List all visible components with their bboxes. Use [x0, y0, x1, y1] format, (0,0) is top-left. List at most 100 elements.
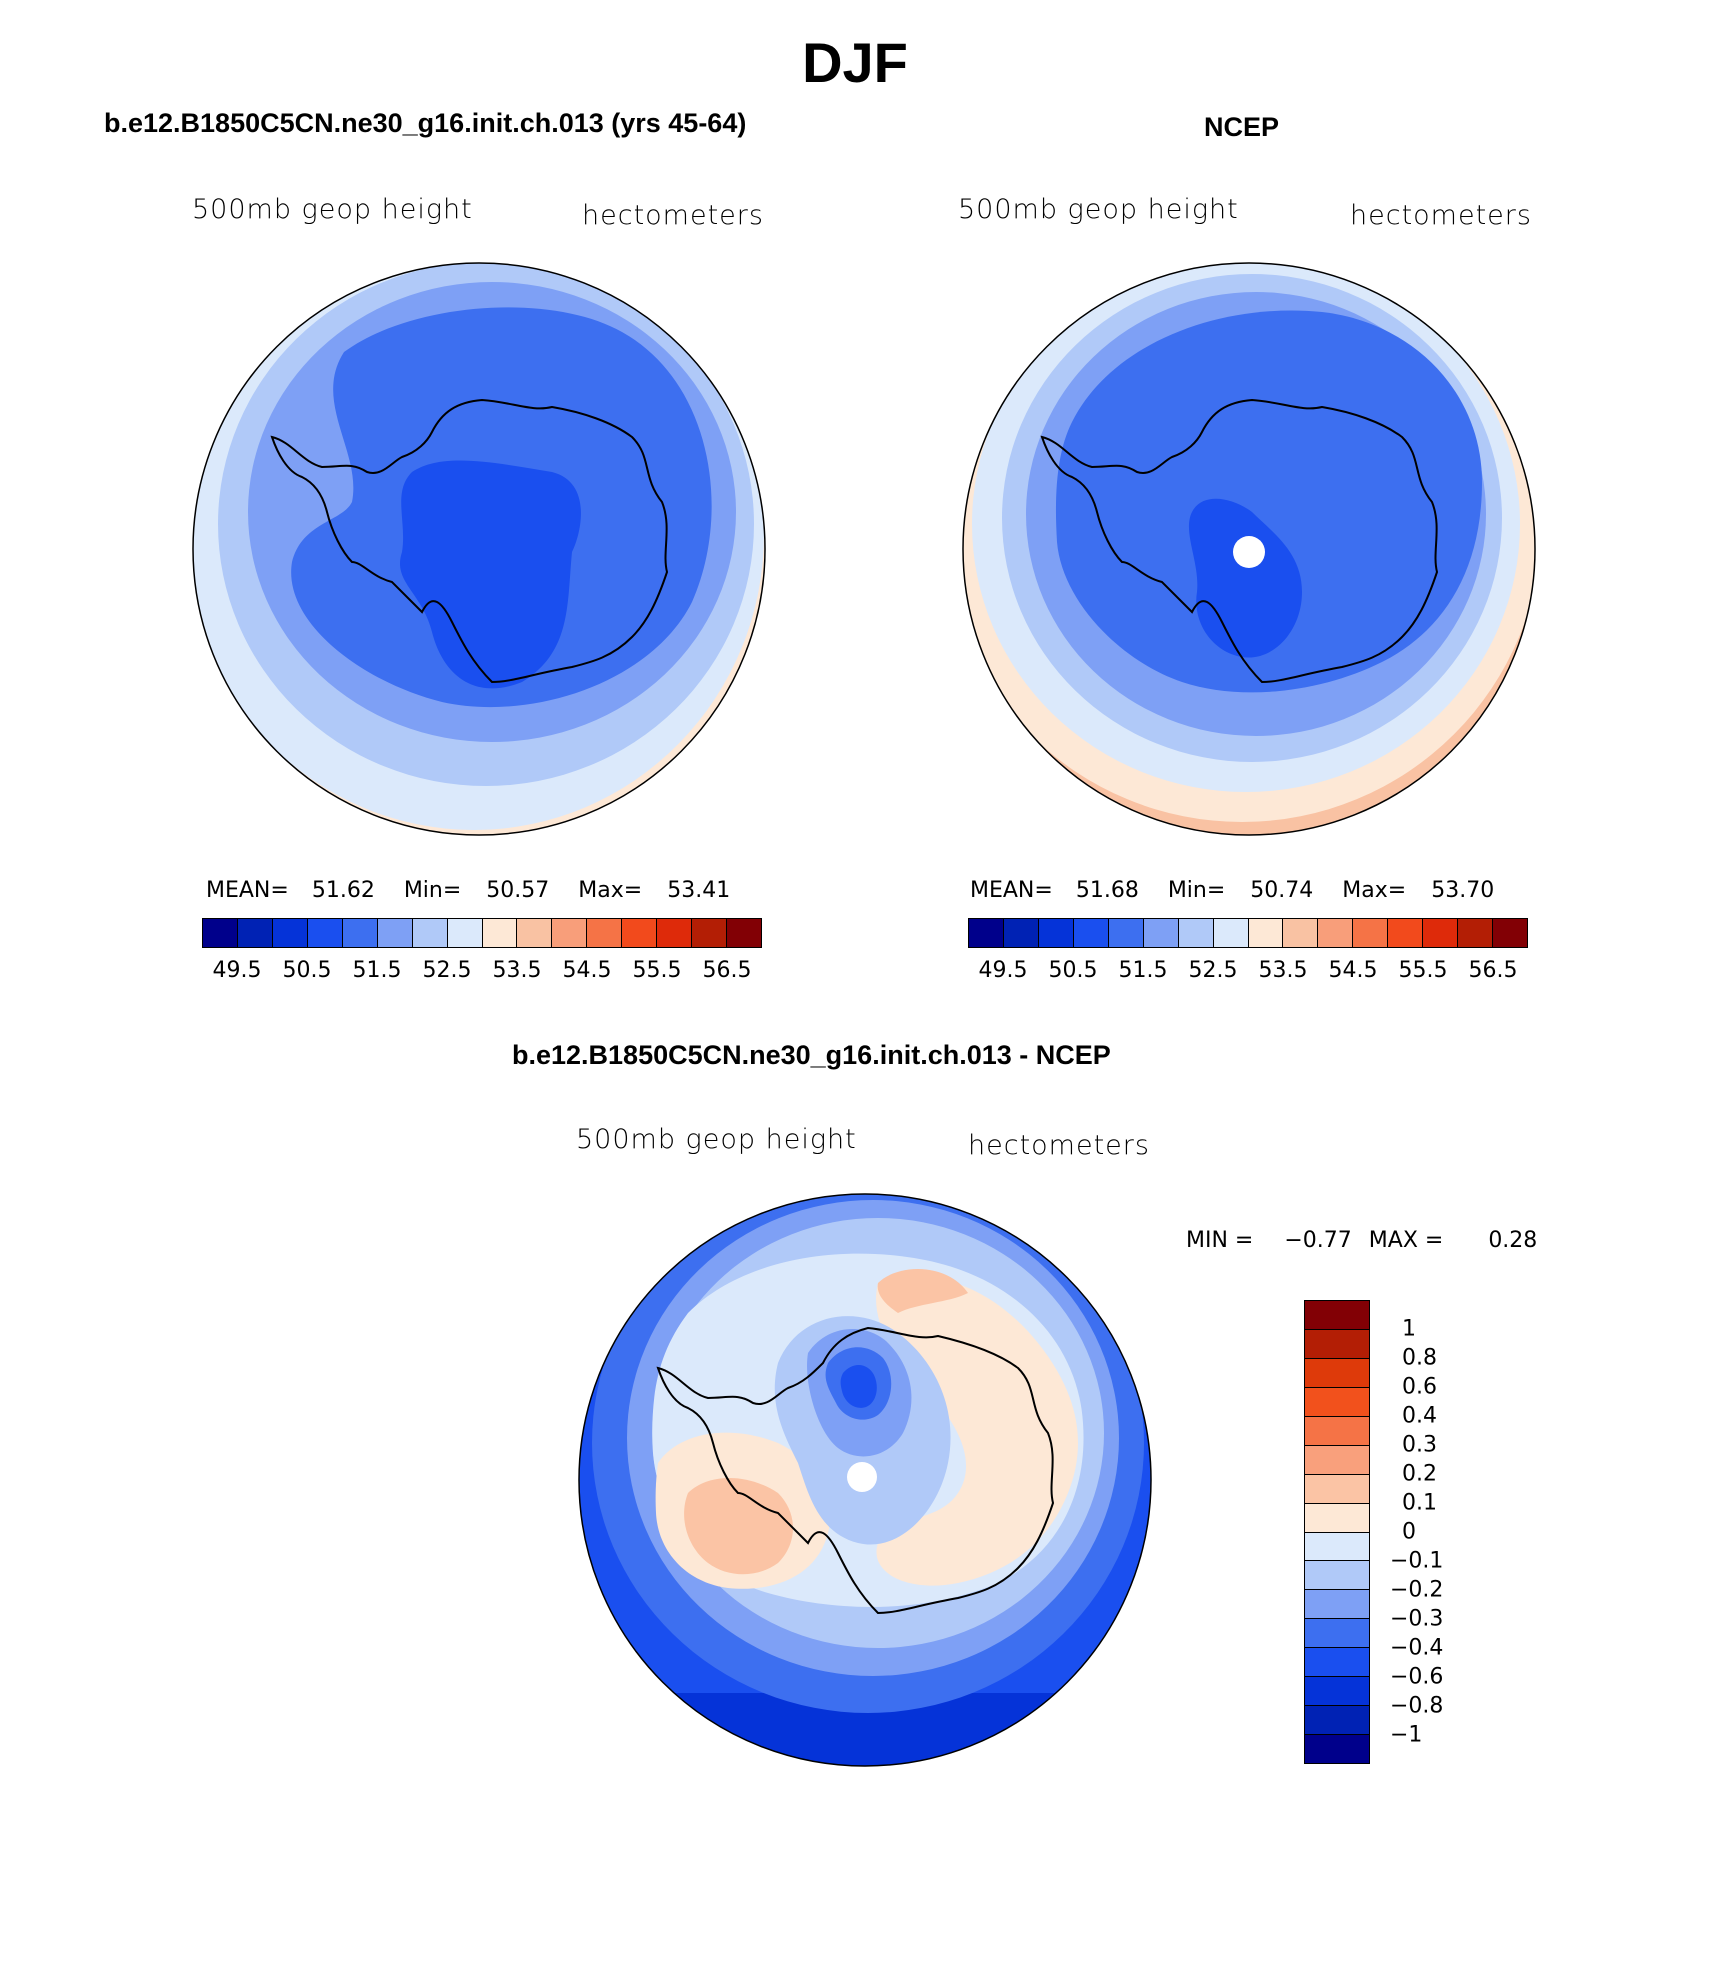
panel3-min-label: MIN = — [1186, 1228, 1254, 1253]
panel3-title: b.e12.B1850C5CN.ne30_g16.init.ch.013 - N… — [512, 1040, 1111, 1070]
panel3-colorbar-box — [1305, 1561, 1369, 1591]
panel3-colorbar-tick-label: 0 — [1402, 1519, 1416, 1545]
panel3-cool-4 — [840, 1364, 877, 1408]
panel2-colorbar-box — [1353, 919, 1389, 947]
panel3-colorbar-tick-label: −0.3 — [1390, 1606, 1444, 1632]
panel1-colorbar-box — [272, 919, 308, 947]
panel3-colorbar-box — [1305, 1648, 1369, 1678]
panel3-colorbar-box — [1305, 1590, 1369, 1620]
panel3-colorbar-box — [1305, 1735, 1369, 1763]
panel3-colorbar-tick-label: 0.6 — [1402, 1374, 1437, 1400]
panel3-warm-top — [877, 1269, 968, 1313]
panel1-colorbar-box — [342, 919, 378, 947]
panel2-colorbar-tick-label: 56.5 — [1468, 958, 1518, 983]
panel2-colorbar-box — [1423, 919, 1459, 947]
panel2-colorbar-box — [1388, 919, 1424, 947]
panel2-colorbar-tick-label: 53.5 — [1258, 958, 1308, 983]
panel2-colorbar-tick-label: 50.5 — [1048, 958, 1098, 983]
panel2-max-value: 53.70 — [1431, 878, 1495, 903]
panel1-colorbar-tick-label: 49.5 — [212, 958, 262, 983]
panel3-max-value: 0.28 — [1488, 1228, 1538, 1253]
panel2-colorbar-box — [1493, 919, 1527, 947]
panel2-title: NCEP — [1204, 112, 1280, 142]
panel1-colorbar-box — [377, 919, 413, 947]
panel2-min-value: 50.74 — [1250, 878, 1314, 903]
panel2-colorbar-box — [1003, 919, 1039, 947]
panel3-colorbar-box — [1305, 1301, 1369, 1330]
panel3-field-label: 500mb geop height — [576, 1124, 857, 1155]
panel2-colorbar-box — [1038, 919, 1074, 947]
panel3-colorbar-box — [1305, 1445, 1369, 1475]
panel1-colorbar-box — [307, 919, 343, 947]
panel2-colorbar-tick-label: 52.5 — [1188, 958, 1238, 983]
panel3-colorbar-tick-label: −0.6 — [1390, 1664, 1444, 1690]
figure-title: DJF — [802, 31, 908, 94]
panel2-field-label: 500mb geop height — [958, 194, 1239, 225]
panel3-colorbar-box — [1305, 1677, 1369, 1707]
panel2-colorbar-box — [1283, 919, 1319, 947]
panel3-colorbar-box — [1305, 1532, 1369, 1562]
panel2-map — [962, 262, 1536, 836]
panel1-title: b.e12.B1850C5CN.ne30_g16.init.ch.013 (yr… — [104, 108, 747, 138]
panel1-colorbar-box — [482, 919, 518, 947]
panel3-colorbar-tick-label: 1 — [1402, 1316, 1416, 1342]
panel1-min-label: Min= — [403, 878, 462, 903]
panel1-colorbar-tick-label: 50.5 — [282, 958, 332, 983]
panel1-colorbar-box — [657, 919, 693, 947]
panel2-map-border — [962, 262, 1536, 836]
panel1-colorbar-box — [622, 919, 658, 947]
panel2-min-label: Min= — [1167, 878, 1226, 903]
panel1-map — [192, 262, 766, 836]
panel3-colorbar-box — [1305, 1503, 1369, 1533]
panel3-stats: MIN = −0.77 MAX = 0.28 — [1186, 1228, 1537, 1253]
panel1-colorbar-box — [692, 919, 728, 947]
panel1-colorbar-labels: 49.5 50.5 51.5 52.5 53.5 54.5 55.5 56.5 — [202, 958, 762, 988]
panel3-colorbar-box — [1305, 1706, 1369, 1736]
panel3-map — [578, 1193, 1152, 1767]
panel3-min-value: −0.77 — [1284, 1228, 1352, 1253]
panel3-colorbar-box — [1305, 1329, 1369, 1359]
panel3-colorbar-tick-label: −0.4 — [1390, 1635, 1444, 1661]
panel1-colorbar-box — [203, 919, 238, 947]
panel2-units: hectometers — [1350, 200, 1532, 231]
panel3-colorbar-tick-label: 0.2 — [1402, 1461, 1437, 1487]
panel2-band-5 — [1055, 310, 1482, 693]
panel1-colorbar-box — [727, 919, 761, 947]
panel3-colorbar — [1304, 1300, 1370, 1764]
panel3-map-border — [578, 1193, 1152, 1767]
panel1-min-value: 50.57 — [486, 878, 550, 903]
panel1-mean-label: MEAN= — [206, 878, 289, 903]
panel3-warm-left-2 — [684, 1478, 793, 1575]
panel1-colorbar-box — [237, 919, 273, 947]
panel3-colorbar-tick-label: 0.4 — [1402, 1403, 1437, 1429]
panel2-coastline — [1040, 398, 1439, 684]
panel3-warm-right — [876, 1276, 1078, 1586]
panel1-colorbar-tick-label: 53.5 — [492, 958, 542, 983]
panel3-colorbar-tick-label: 0.8 — [1402, 1345, 1437, 1371]
panel2-colorbar-box — [1248, 919, 1284, 947]
panel3-colorbar-box — [1305, 1387, 1369, 1417]
panel1-mean-value: 51.62 — [311, 878, 375, 903]
panel3-colorbar-labels: 1 0.8 0.6 0.4 0.3 0.2 0.1 0 −0.1 −0.2 −0.3 −0.4 −0.6… — [1390, 1300, 1490, 1764]
panel1-band-5 — [399, 460, 581, 689]
panel2-mean-label: MEAN= — [970, 878, 1053, 903]
panel2-band-6 — [1188, 498, 1302, 658]
panel2-colorbar-box — [1318, 919, 1354, 947]
panel1-colorbar-tick-label: 56.5 — [702, 958, 752, 983]
panel2-mean-value: 51.68 — [1075, 878, 1139, 903]
panel2-colorbar-box — [1178, 919, 1214, 947]
panel1-colorbar-box — [517, 919, 553, 947]
panel1-colorbar-box — [412, 919, 448, 947]
panel2-colorbar-box — [1458, 919, 1494, 947]
panel3-colorbar-tick-label: −1 — [1390, 1722, 1423, 1748]
panel3-max-label: MAX = — [1368, 1228, 1444, 1253]
panel2-colorbar-tick-label: 49.5 — [978, 958, 1028, 983]
panel3-colorbar-tick-label: −0.1 — [1390, 1548, 1444, 1574]
panel1-colorbar-box — [552, 919, 588, 947]
panel1-colorbar-tick-label: 51.5 — [352, 958, 402, 983]
panel2-colorbar-box — [1073, 919, 1109, 947]
panel3-colorbar-tick-label: 0.1 — [1402, 1490, 1437, 1516]
panel2-colorbar-tick-label: 51.5 — [1118, 958, 1168, 983]
panel2-colorbar-box — [1108, 919, 1144, 947]
panel2-colorbar — [968, 918, 1528, 948]
